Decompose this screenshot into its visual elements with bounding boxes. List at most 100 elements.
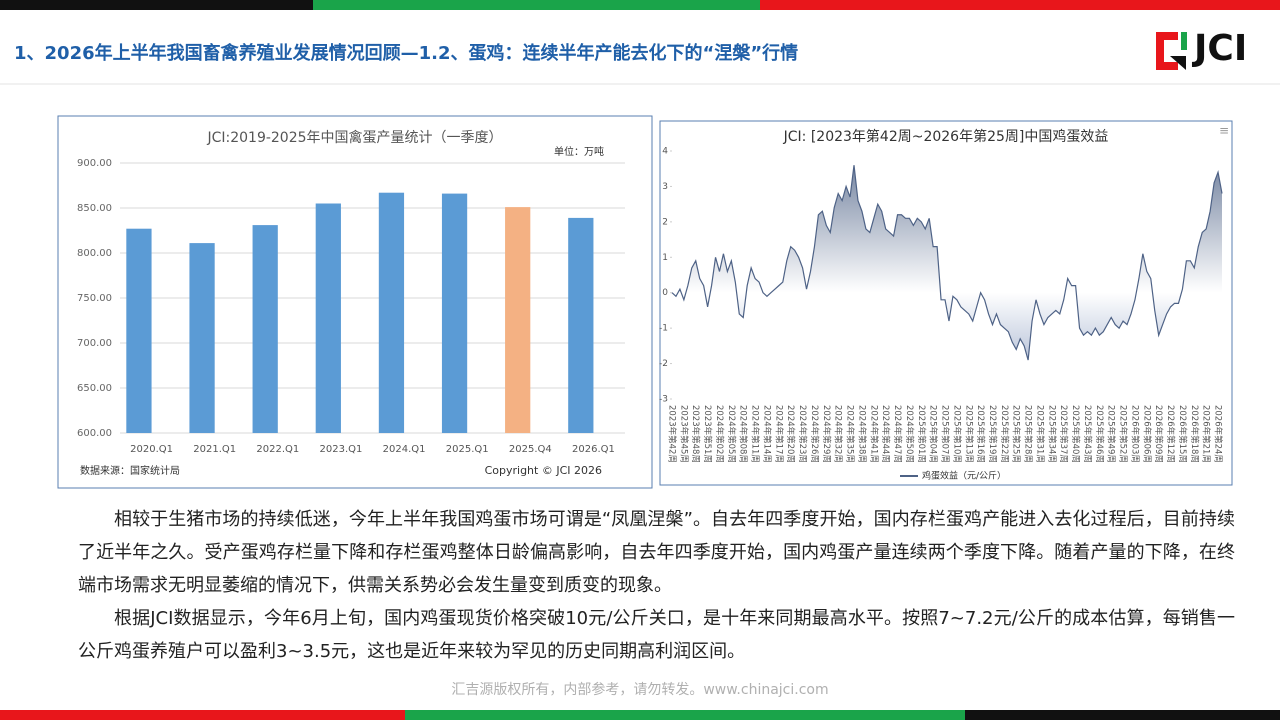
bar — [126, 228, 152, 433]
x-tick-label: 2020.Q1 — [130, 444, 173, 455]
top-bar-red — [760, 0, 1280, 10]
logo-text: JCI — [1191, 28, 1247, 69]
bottom-bar-green — [405, 710, 965, 720]
x-tick-label: 2025年第43周 — [1082, 405, 1093, 463]
x-tick-label: 2025年第31周 — [1034, 405, 1045, 463]
x-tick-label: 2024年第11周 — [750, 405, 761, 463]
x-tick-label: 2023年第42周 — [667, 405, 678, 463]
x-tick-label: 2025年第01周 — [916, 405, 927, 463]
x-tick-label: 2024年第14周 — [761, 405, 772, 463]
y-tick-label: 600.00 — [77, 428, 112, 439]
x-tick-label: 2024年第50周 — [904, 405, 915, 463]
x-tick-label: 2024年第17周 — [773, 405, 784, 463]
header-title: 1、2026年上半年我国畜禽养殖业发展情况回顾—1.2、蛋鸡：连续半年产能去化下… — [14, 42, 798, 64]
chart-frame — [57, 115, 653, 489]
x-tick-label: 2025年第04周 — [928, 405, 939, 463]
x-tick-label: 2025年第19周 — [987, 405, 998, 463]
y-tick-label: 900.00 — [77, 158, 112, 169]
y-tick-label: -2 — [659, 359, 668, 369]
x-tick-label: 2025年第52周 — [1118, 405, 1129, 463]
x-tick-label: 2024年第35周 — [845, 405, 856, 463]
body-text: 相较于生猪市场的持续低迷，今年上半年我国鸡蛋市场可谓是“凤凰涅槃”。自去年四季度… — [78, 503, 1235, 668]
x-tick-label: 2024年第20周 — [785, 405, 796, 463]
x-tick-label: 2025年第22周 — [999, 405, 1010, 463]
x-tick-label: 2025年第16周 — [975, 405, 986, 463]
y-tick-label: 700.00 — [77, 338, 112, 349]
y-tick-label: 650.00 — [77, 383, 112, 394]
chart-title: JCI:2019-2025年中国禽蛋产量统计（一季度） — [206, 129, 502, 146]
x-tick-label: 2025年第34周 — [1046, 405, 1057, 463]
footer: 汇吉源版权所有，内部参考，请勿转发。www.chinajci.com — [451, 681, 828, 698]
x-tick-label: 2023年第48周 — [690, 405, 701, 463]
logo-mark-red — [1156, 32, 1178, 70]
x-tick-label: 2026年第12周 — [1165, 405, 1176, 463]
x-tick-label: 2024年第23周 — [797, 405, 808, 463]
y-tick-label: -1 — [659, 324, 668, 334]
y-tick-label: 3 — [662, 182, 668, 192]
x-tick-label: 2026年第03周 — [1129, 405, 1140, 463]
bar — [505, 207, 531, 433]
y-tick-label: 800.00 — [77, 248, 112, 259]
x-tick-label: 2025年第13周 — [963, 405, 974, 463]
top-bar-green — [313, 0, 760, 10]
x-tick-label: 2026年第09周 — [1153, 405, 1164, 463]
x-tick-label: 2024年第41周 — [868, 405, 879, 463]
x-tick-label: 2023.Q1 — [320, 444, 363, 455]
y-tick-label: -3 — [659, 395, 668, 405]
x-tick-label: 2024年第38周 — [856, 405, 867, 463]
x-tick-label: 2025.Q4 — [509, 444, 552, 455]
y-tick-label: 4 — [662, 147, 668, 157]
x-tick-label: 2025年第37周 — [1058, 405, 1069, 463]
x-tick-label: 2024年第02周 — [714, 405, 725, 463]
x-tick-label: 2025年第46周 — [1094, 405, 1105, 463]
x-tick-label: 2022.Q1 — [256, 444, 299, 455]
y-tick-label: 850.00 — [77, 203, 112, 214]
x-tick-label: 2026.Q1 — [572, 444, 615, 455]
x-tick-label: 2024年第29周 — [821, 405, 832, 463]
menu-icon[interactable]: ≡ — [1219, 124, 1229, 138]
unit-label: 单位：万吨 — [554, 145, 604, 158]
legend-label: 鸡蛋效益（元/公斤） — [922, 470, 1006, 482]
x-tick-label: 2026年第15周 — [1177, 405, 1188, 463]
x-tick-label: 2026年第18周 — [1189, 405, 1200, 463]
x-tick-label: 2025年第28周 — [1023, 405, 1034, 463]
x-tick-label: 2024年第47周 — [892, 405, 903, 463]
x-tick-label: 2023年第45周 — [678, 405, 689, 463]
x-tick-label: 2024年第08周 — [738, 405, 749, 463]
x-tick-label: 2024年第32周 — [833, 405, 844, 463]
paragraph: 根据JCI数据显示，今年6月上旬，国内鸡蛋现货价格突破10元/公斤关口，是十年来… — [78, 608, 1235, 662]
x-tick-label: 2026年第24周 — [1213, 405, 1224, 463]
bar — [315, 203, 341, 433]
bar — [378, 192, 405, 433]
top-bar-black — [0, 0, 313, 10]
bottom-bar-black — [965, 710, 1280, 720]
y-tick-label: 750.00 — [77, 293, 112, 304]
bottom-bar-red — [0, 710, 405, 720]
x-tick-label: 2023年第51周 — [702, 405, 713, 463]
y-tick-label: 1 — [662, 253, 668, 263]
x-tick-label: 2025年第40周 — [1070, 405, 1081, 463]
x-tick-label: 2026年第06周 — [1141, 405, 1152, 463]
chart-title: JCI: [2023年第42周~2026年第25周]中国鸡蛋效益 — [783, 128, 1109, 145]
y-tick-label: 0 — [662, 288, 668, 298]
source-note: 数据来源：国家统计局 — [80, 464, 180, 477]
area-fill — [672, 165, 1222, 361]
x-tick-label: 2025年第49周 — [1106, 405, 1117, 463]
x-tick-label: 2025年第07周 — [940, 405, 951, 463]
paragraph: 相较于生猪市场的持续低迷，今年上半年我国鸡蛋市场可谓是“凤凰涅槃”。自去年四季度… — [78, 509, 1235, 596]
bar — [252, 225, 278, 433]
x-tick-label: 2024年第44周 — [880, 405, 891, 463]
line — [671, 165, 1223, 361]
bar — [568, 217, 594, 433]
x-tick-label: 2025.Q1 — [446, 444, 489, 455]
x-tick-label: 2021.Q1 — [193, 444, 236, 455]
bar — [441, 193, 468, 433]
x-tick-label: 2025年第10周 — [951, 405, 962, 463]
x-tick-label: 2026年第21周 — [1201, 405, 1212, 463]
logo-mark-black — [1170, 56, 1186, 70]
x-tick-label: 2024年第05周 — [726, 405, 737, 463]
y-tick-label: 2 — [662, 217, 668, 227]
